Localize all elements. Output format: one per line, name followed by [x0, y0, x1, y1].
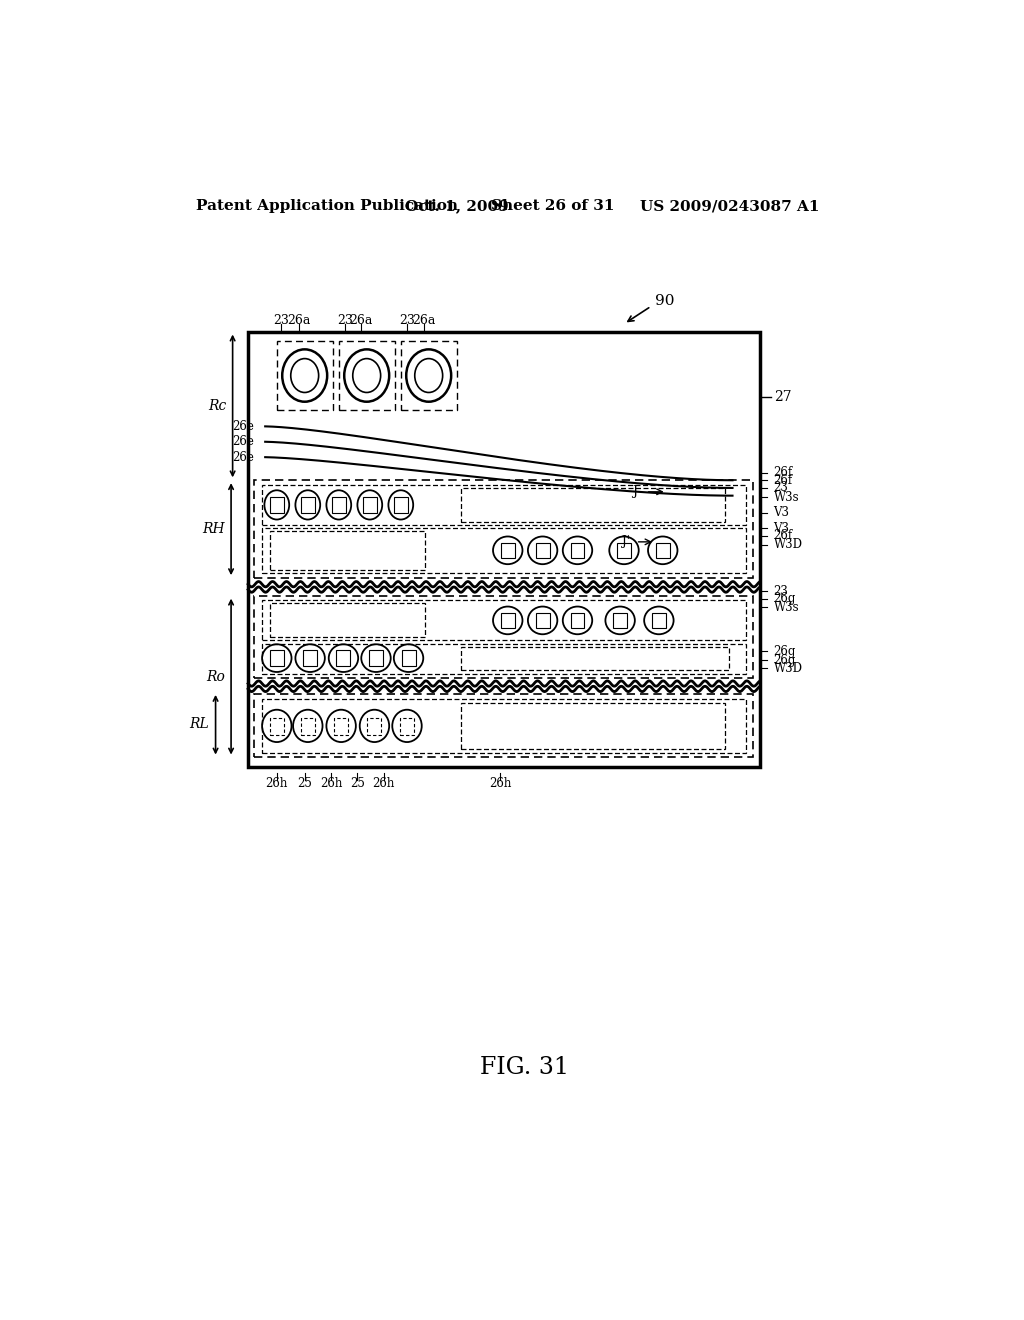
Text: FIG. 31: FIG. 31	[480, 1056, 569, 1078]
Text: 23: 23	[337, 314, 353, 326]
Bar	[369, 651, 383, 665]
Text: 26h: 26h	[265, 777, 288, 791]
Bar	[461, 702, 725, 748]
Bar	[655, 543, 670, 558]
Text: RH: RH	[203, 521, 225, 536]
Bar	[270, 531, 425, 570]
Text: 26h: 26h	[488, 777, 511, 791]
Text: 26g: 26g	[773, 653, 796, 667]
Text: 26f: 26f	[773, 474, 793, 487]
Text: 25: 25	[297, 777, 312, 791]
Bar	[501, 612, 515, 628]
Bar	[461, 488, 725, 521]
Text: 26f: 26f	[773, 466, 793, 479]
Bar	[401, 651, 416, 665]
Bar	[339, 341, 394, 411]
Bar	[262, 644, 745, 673]
Text: W3D: W3D	[773, 539, 803, 552]
Bar	[461, 647, 729, 671]
Text: V3: V3	[773, 521, 790, 535]
Bar	[337, 651, 350, 665]
Bar	[254, 694, 754, 758]
Text: Ro: Ro	[206, 669, 225, 684]
Bar	[254, 480, 754, 578]
Text: 26e: 26e	[232, 436, 255, 449]
Text: 26f: 26f	[773, 529, 793, 543]
Text: US 2009/0243087 A1: US 2009/0243087 A1	[640, 199, 819, 213]
Bar	[270, 603, 425, 638]
Text: 27: 27	[773, 391, 792, 404]
Text: J: J	[632, 486, 637, 499]
Text: RL: RL	[189, 717, 209, 731]
Text: 26h: 26h	[373, 777, 395, 791]
Text: 25: 25	[350, 777, 365, 791]
Text: V3: V3	[773, 506, 790, 519]
Bar	[248, 331, 760, 767]
Text: 23: 23	[273, 314, 290, 326]
Text: 26a: 26a	[287, 314, 310, 326]
Bar	[334, 718, 348, 735]
Text: 26e: 26e	[232, 420, 255, 433]
Text: 26e: 26e	[232, 450, 255, 463]
Bar	[400, 718, 414, 735]
Bar	[652, 612, 666, 628]
Bar	[501, 543, 515, 558]
Bar	[303, 651, 317, 665]
Bar	[394, 498, 408, 512]
Bar	[301, 718, 314, 735]
Bar	[270, 718, 284, 735]
Text: W3D: W3D	[773, 661, 803, 675]
Text: Patent Application Publication: Patent Application Publication	[197, 199, 458, 213]
Bar	[254, 595, 754, 678]
Text: 23: 23	[773, 585, 788, 598]
Text: 26a: 26a	[413, 314, 436, 326]
Bar	[613, 612, 627, 628]
Bar	[400, 341, 457, 411]
Text: 26a: 26a	[349, 314, 372, 326]
Text: 26g: 26g	[773, 644, 796, 657]
Text: 23: 23	[399, 314, 415, 326]
Bar	[536, 612, 550, 628]
Bar	[262, 528, 745, 573]
Text: 23: 23	[773, 482, 788, 495]
Text: Sheet 26 of 31: Sheet 26 of 31	[490, 199, 614, 213]
Bar	[368, 718, 381, 735]
Bar	[617, 543, 631, 558]
Text: 26h: 26h	[319, 777, 342, 791]
Bar	[570, 543, 585, 558]
Text: 90: 90	[655, 294, 675, 308]
Text: W3s: W3s	[773, 491, 799, 504]
Bar	[570, 612, 585, 628]
Bar	[332, 498, 346, 512]
Text: W3s: W3s	[773, 601, 799, 614]
Bar	[270, 498, 284, 512]
Bar	[262, 700, 745, 752]
Bar	[301, 498, 314, 512]
Bar	[270, 651, 284, 665]
Text: Rc: Rc	[208, 399, 226, 413]
Bar	[362, 498, 377, 512]
Text: Oct. 1, 2009: Oct. 1, 2009	[406, 199, 509, 213]
Bar	[276, 341, 333, 411]
Bar	[262, 484, 745, 525]
Text: 26g: 26g	[773, 593, 796, 606]
Bar	[262, 601, 745, 640]
Bar	[536, 543, 550, 558]
Text: J': J'	[623, 536, 631, 548]
